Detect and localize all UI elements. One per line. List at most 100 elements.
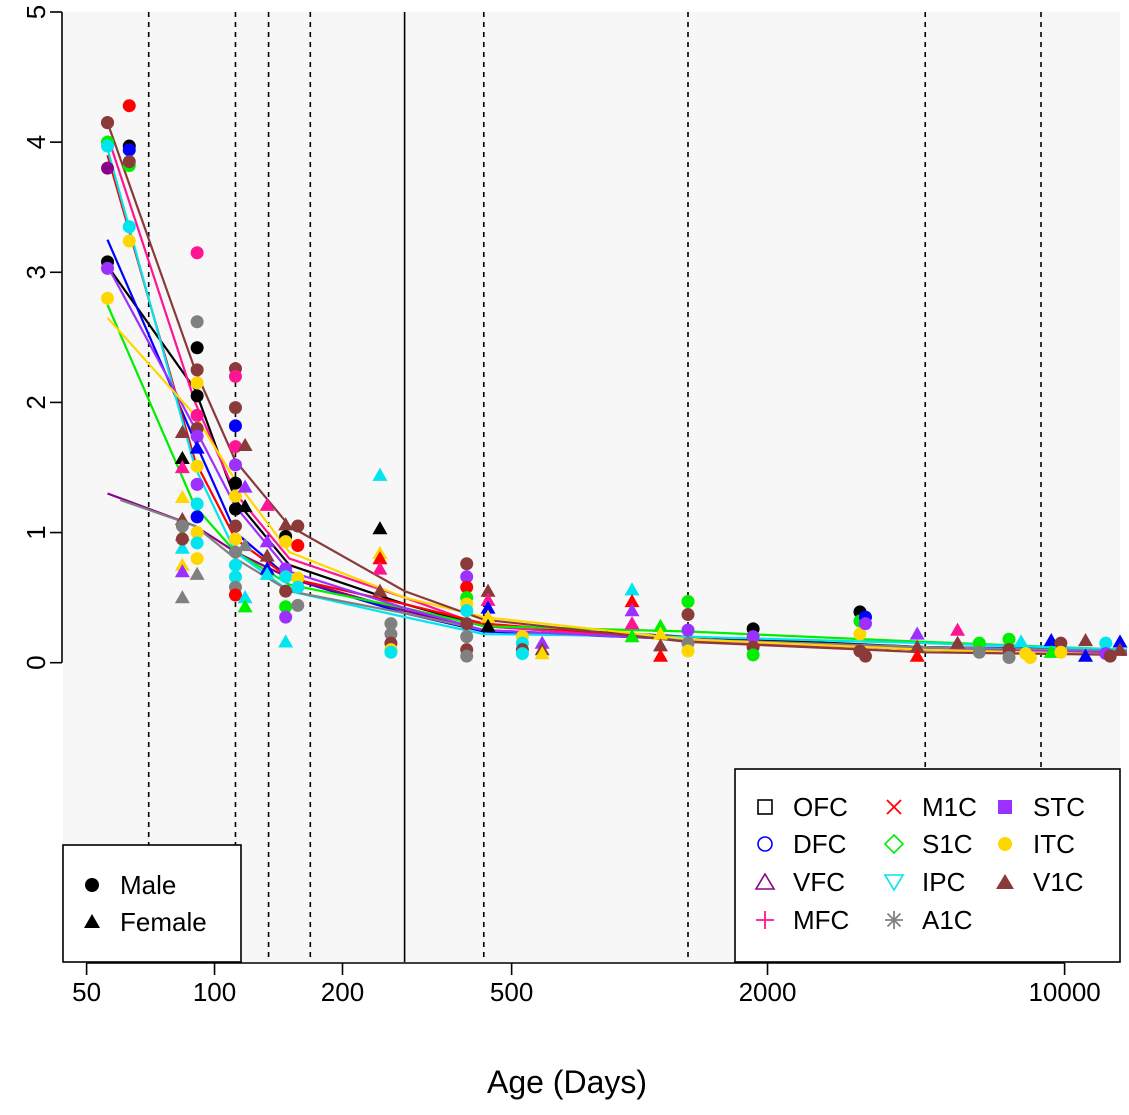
point-female [189,566,205,580]
region-legend-label: A1C [922,905,973,935]
point-female [278,634,294,648]
point-female [652,638,668,652]
y-tick-label: 3 [21,265,51,279]
point-male [190,497,204,511]
point-female [174,564,190,578]
point-female [480,600,496,614]
point-female [480,618,496,632]
point-male [228,458,242,472]
point-male [190,341,204,355]
point-male [122,220,136,234]
point-female [1112,642,1128,656]
x-tick-label: 10000 [1028,977,1100,1007]
point-male [279,610,293,624]
legend-marker-stc [998,800,1012,814]
region-legend: OFC DFC VFC MFC M1C S1C IPC A1C STC ITC V1C [734,768,1121,963]
point-male [228,545,242,559]
point-female [189,440,205,454]
point-male [1054,645,1068,659]
point-female [372,583,388,597]
region-legend-label: M1C [922,792,977,822]
point-male [384,627,398,641]
point-female [1112,634,1128,648]
point-male [175,532,189,546]
legend-marker-a1c [885,911,903,929]
point-male [681,595,695,609]
point-male [858,649,872,663]
point-male [190,526,204,540]
point-male [228,369,242,383]
region-legend-label: S1C [922,829,973,859]
point-male [101,116,115,130]
point-male [972,636,986,650]
x-tick-label: 50 [72,977,101,1007]
point-female [624,594,640,608]
point-female [237,437,253,451]
point-female [624,629,640,643]
point-male [101,139,115,153]
point-male [460,649,474,663]
point-female [237,499,253,513]
region-legend-label: DFC [793,829,846,859]
point-male [460,604,474,618]
point-female [174,424,190,438]
point-male [279,570,293,584]
legend-marker-vfc [754,872,776,890]
point-female [652,626,668,640]
y-tick-label: 2 [21,395,51,409]
legend-marker-ipc [883,874,905,892]
point-male [460,557,474,571]
legend-marker-v1c [996,874,1014,889]
point-male [190,477,204,491]
legend-male-marker [85,878,99,892]
point-male [190,315,204,329]
point-female [237,538,253,552]
point-female [372,521,388,535]
region-legend-label: ITC [1033,829,1075,859]
point-male [228,570,242,584]
legend-female-marker [84,914,100,928]
point-male [228,558,242,572]
point-male [228,519,242,533]
point-female [278,517,294,531]
point-male [746,630,760,644]
point-female [237,479,253,493]
point-female [259,548,275,562]
point-male [190,552,204,566]
point-female [624,603,640,617]
point-male [460,617,474,631]
point-female [174,459,190,474]
point-male [279,535,293,549]
point-male [228,419,242,433]
point-male [228,588,242,602]
point-male [190,376,204,390]
point-male [291,539,305,553]
point-male [190,429,204,443]
x-axis-label: Age (Days) [487,1064,647,1100]
point-female [259,534,275,548]
point-female [624,582,640,596]
point-male [460,570,474,584]
point-male [746,648,760,662]
legend-marker-m1c [886,799,902,815]
point-male [291,580,305,594]
point-female [624,616,640,630]
sex-legend: Male Female [62,844,242,963]
point-female [480,609,496,623]
point-male [228,502,242,516]
point-male [122,143,136,157]
point-male [1054,636,1068,650]
point-female [480,592,496,606]
region-legend-label: OFC [793,792,848,822]
point-female [909,648,925,662]
point-male [972,645,986,659]
point-female [909,626,925,640]
point-male [228,440,242,454]
point-female [950,635,966,649]
region-legend-label: STC [1033,792,1085,822]
fit-line [106,122,1127,656]
sex-legend-label: Female [120,907,207,937]
legend-marker-mfc [756,911,774,929]
point-male [122,234,136,248]
point-male [175,519,189,533]
